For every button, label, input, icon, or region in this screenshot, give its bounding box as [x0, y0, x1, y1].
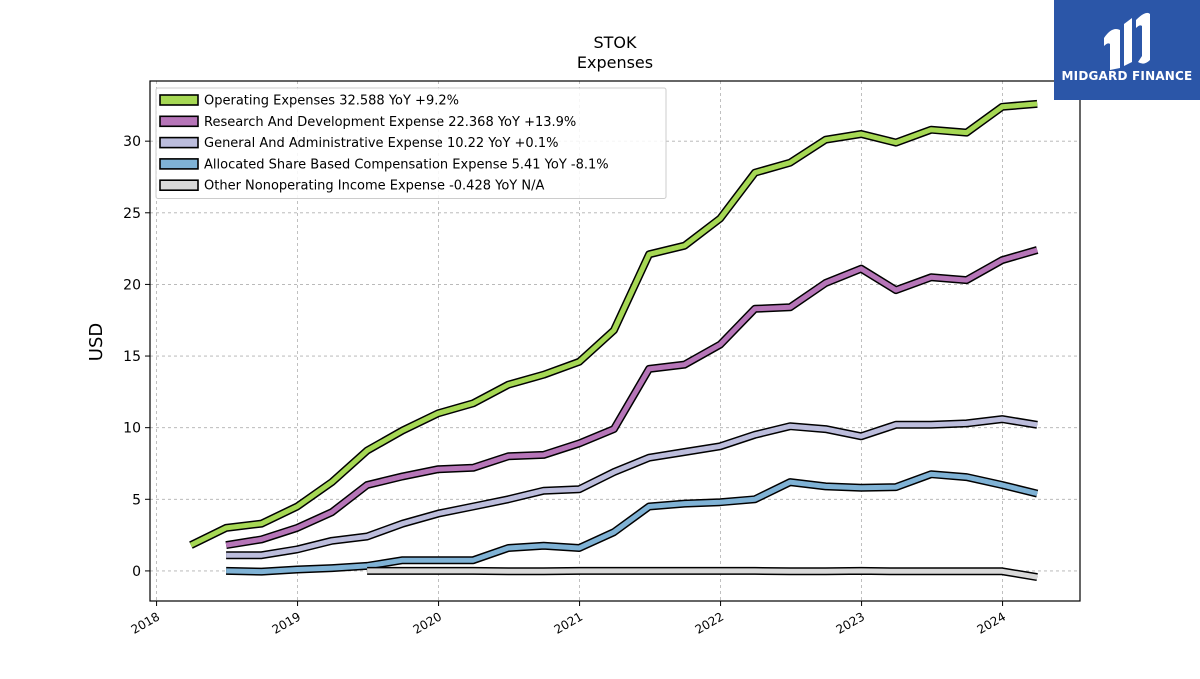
- logo-mark-icon: [1054, 0, 1200, 100]
- legend-swatch: [159, 179, 199, 191]
- legend-label: Research And Development Expense 22.368 …: [204, 115, 576, 130]
- legend-label: General And Administrative Expense 10.22…: [204, 136, 558, 151]
- y-axis-label: USD: [86, 323, 107, 361]
- series-line: [367, 566, 1038, 582]
- series-line: [226, 415, 1038, 560]
- series-line-outline: [226, 415, 1038, 560]
- brand-logo: MIDGARD FINANCE: [1054, 0, 1200, 100]
- series-line-fill: [226, 471, 1038, 575]
- series-line: [226, 470, 1039, 576]
- series-line-fill: [189, 101, 1038, 548]
- y-tick-label: 15: [123, 349, 141, 365]
- x-tick-label: 2019: [270, 609, 303, 636]
- y-tick-label: 25: [123, 206, 141, 222]
- chart-subtitle: Expenses: [577, 53, 653, 72]
- y-tick-label: 10: [123, 421, 141, 437]
- series-line: [189, 99, 1038, 549]
- legend-item: Other Nonoperating Income Expense -0.428…: [159, 179, 544, 194]
- x-tick-label: 2024: [975, 609, 1008, 636]
- series-line-fill: [367, 568, 1038, 580]
- x-tick-label: 2022: [693, 609, 726, 636]
- legend-item: Research And Development Expense 22.368 …: [159, 115, 576, 130]
- legend-swatch: [159, 94, 199, 106]
- plot-frame: [149, 80, 1081, 602]
- y-tick-label: 30: [123, 134, 141, 150]
- x-tick-label: 2020: [411, 609, 444, 636]
- legend-item: Allocated Share Based Compensation Expen…: [159, 157, 609, 172]
- x-tick-label: 2018: [129, 609, 162, 636]
- series-line-outline: [226, 470, 1039, 576]
- legend-item: Operating Expenses 32.588 YoY +9.2%: [159, 94, 459, 109]
- series-layer: [189, 99, 1039, 582]
- series-line-fill: [225, 247, 1038, 548]
- y-tick-label: 0: [132, 564, 141, 580]
- legend-swatch: [159, 115, 199, 128]
- legend-swatch: [159, 158, 199, 170]
- y-tick-label: 20: [123, 277, 141, 293]
- y-tick-label: 5: [132, 492, 141, 508]
- legend-label: Allocated Share Based Compensation Expen…: [204, 157, 609, 172]
- series-line-fill: [226, 416, 1038, 558]
- legend-swatch: [159, 136, 199, 149]
- legend-item: General And Administrative Expense 10.22…: [159, 136, 558, 151]
- x-tick-label: 2021: [552, 609, 585, 636]
- legend-label: Operating Expenses 32.588 YoY +9.2%: [204, 94, 459, 109]
- legend-label: Other Nonoperating Income Expense -0.428…: [204, 179, 544, 194]
- x-tick-label: 2023: [834, 609, 867, 636]
- legend-box: [155, 87, 667, 199]
- logo-text: MIDGARD FINANCE: [1061, 69, 1193, 83]
- series-line: [225, 246, 1039, 550]
- axes: 2018 2019 2020 2021 2022 2023 2024 0 5 10 15 20 25 30: [123, 134, 1008, 637]
- chart-title: STOK: [593, 33, 637, 52]
- legend: Operating Expenses 32.588 YoY +9.2% Resea…: [155, 87, 667, 199]
